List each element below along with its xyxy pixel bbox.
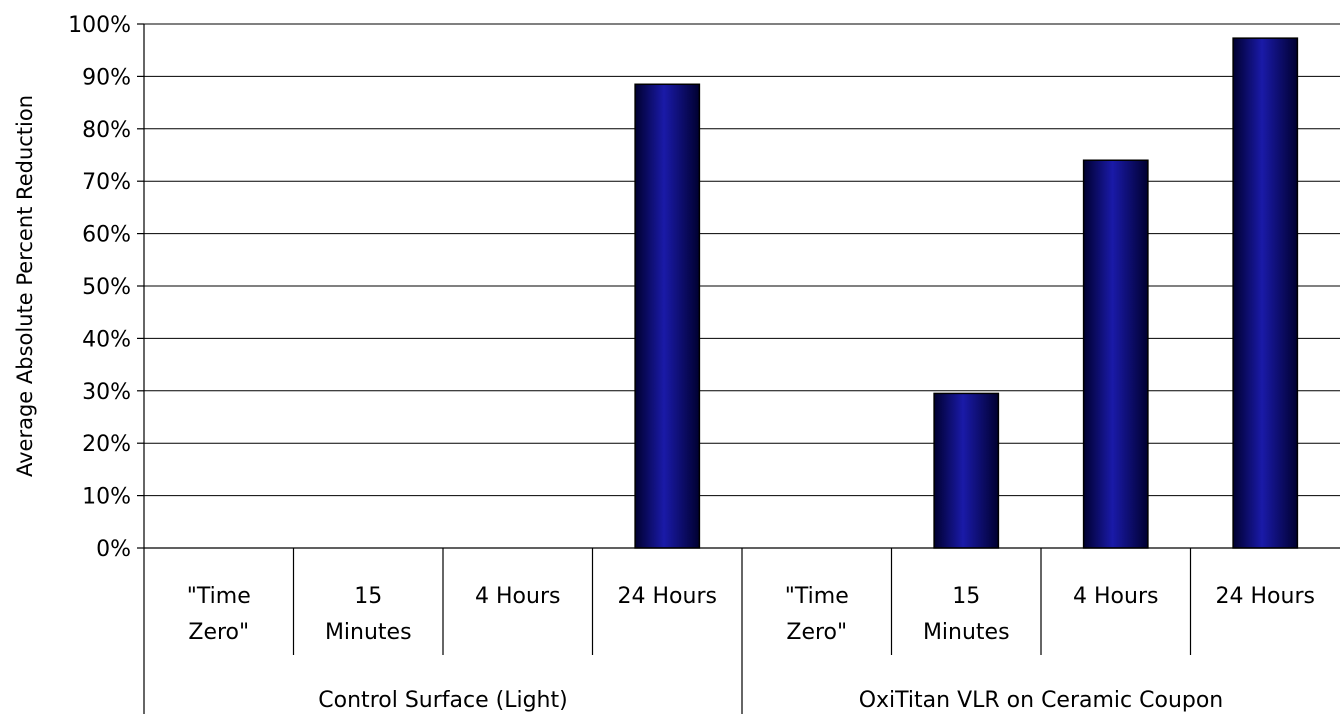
axes (137, 23, 1340, 714)
y-tick-label: 20% (82, 432, 131, 457)
y-tick-label: 80% (82, 118, 131, 143)
x-tick-label: 4 Hours (475, 584, 560, 609)
x-tick-label: 4 Hours (1073, 584, 1158, 609)
y-tick-label: 90% (82, 65, 131, 90)
x-tick-label: 15 (952, 584, 980, 609)
x-tick-label: "Time (785, 584, 849, 609)
y-tick-label: 60% (82, 223, 131, 248)
bar (933, 392, 1000, 549)
x-tick-label: Zero" (786, 620, 847, 645)
x-tick-label: 15 (354, 584, 382, 609)
y-axis-title: Average Absolute Percent Reduction (13, 95, 37, 477)
bar (1082, 159, 1149, 549)
y-tick-label: 100% (68, 13, 131, 38)
bar (1232, 37, 1299, 549)
group-label: OxiTitan VLR on Ceramic Coupon (859, 688, 1224, 713)
x-tick-label: Minutes (923, 620, 1010, 645)
bar (634, 83, 701, 549)
y-tick-label: 10% (82, 485, 131, 510)
y-tick-label: 70% (82, 170, 131, 195)
x-tick-label: Minutes (325, 620, 412, 645)
bars (634, 37, 1299, 549)
y-tick-label: 30% (82, 380, 131, 405)
gridlines (144, 23, 1340, 497)
x-tick-label: Zero" (188, 620, 249, 645)
y-tick-label: 50% (82, 275, 131, 300)
labels: 0% 10% 20% 30% 40% 50% 60% 70% 80% 90% 100% "Time Ze… (68, 13, 1315, 713)
y-tick-label: 0% (96, 537, 131, 562)
x-tick-label: 24 Hours (618, 584, 717, 609)
x-tick-label: 24 Hours (1216, 584, 1315, 609)
y-tick-label: 40% (82, 327, 131, 352)
x-tick-label: "Time (187, 584, 251, 609)
group-label: Control Surface (Light) (318, 688, 567, 713)
